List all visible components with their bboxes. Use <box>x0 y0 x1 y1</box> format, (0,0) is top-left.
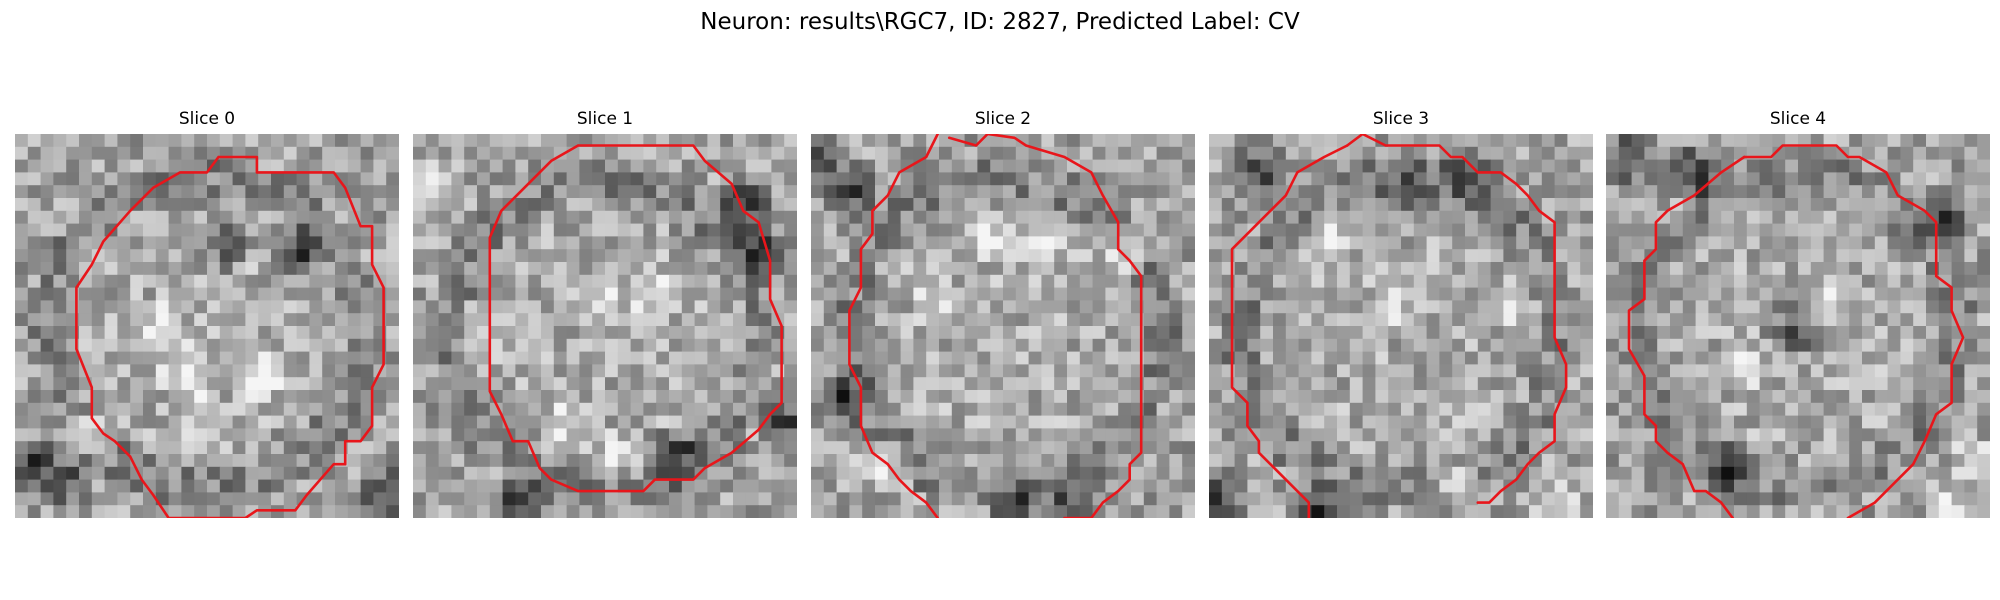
contour-line <box>1742 144 1965 518</box>
slice-svg <box>413 134 797 518</box>
contour-line <box>75 155 385 518</box>
contour-line-left <box>848 134 939 518</box>
figure-title: Neuron: results\RGC7, ID: 2827, Predicte… <box>700 9 1300 35</box>
texture <box>1606 134 1990 518</box>
slice-title-4: Slice 4 <box>1769 109 1827 129</box>
slice-panel-3: Slice 3 <box>1209 108 1593 518</box>
slice-title-0: Slice 0 <box>178 109 236 129</box>
texture <box>15 134 399 518</box>
slice-title-1: Slice 1 <box>576 109 634 129</box>
slice-panel-0: Slice 0 <box>15 108 399 518</box>
contour-line-left <box>1627 155 1746 518</box>
slice-image-1 <box>413 134 797 518</box>
texture <box>811 134 1195 518</box>
contour-line-left <box>1230 144 1349 518</box>
slice-title-3: Slice 3 <box>1372 109 1430 129</box>
slice-image-0 <box>15 134 399 518</box>
slice-svg <box>811 134 1195 518</box>
slice-svg <box>15 134 399 518</box>
slice-svg <box>1606 134 1990 518</box>
slice-svg <box>1209 134 1593 518</box>
slice-panel-2: Slice 2 <box>811 108 1195 518</box>
contour-line <box>1345 134 1568 504</box>
slice-panel-4: Slice 4 <box>1606 108 1990 518</box>
texture <box>1209 134 1593 518</box>
slice-image-4 <box>1606 134 1990 518</box>
slice-panel-1: Slice 1 <box>413 108 797 518</box>
slice-title-2: Slice 2 <box>974 109 1032 129</box>
texture <box>413 134 797 518</box>
slice-image-2 <box>811 134 1195 518</box>
contour-line <box>488 144 783 493</box>
slice-image-3 <box>1209 134 1593 518</box>
contour-line <box>947 134 1143 518</box>
